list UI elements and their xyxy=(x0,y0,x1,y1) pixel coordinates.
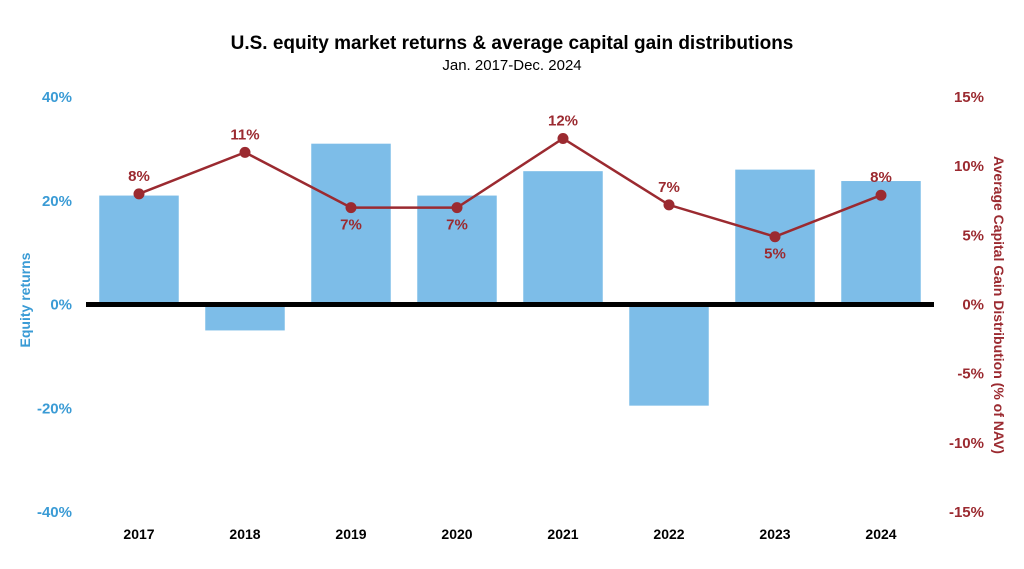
right-tick-label: -10% xyxy=(949,435,984,452)
distribution-point-2017 xyxy=(133,188,145,200)
left-axis-ticks: 40% 20% 0% -20% -40% xyxy=(37,89,72,521)
left-axis-label: Equity returns xyxy=(17,252,33,347)
left-tick-label: 40% xyxy=(42,89,72,106)
distribution-point-2024 xyxy=(875,189,887,201)
data-label-2021: 12% xyxy=(548,113,578,130)
left-tick-label: 0% xyxy=(50,297,72,314)
distribution-point-2021 xyxy=(557,133,569,144)
right-tick-label: 15% xyxy=(954,89,984,106)
chart-subtitle: Jan. 2017-Dec. 2024 xyxy=(442,57,581,74)
bar-group xyxy=(99,143,921,406)
right-axis-ticks: 15% 10% 5% 0% -5% -10% -15% xyxy=(949,89,984,521)
distribution-point-2023 xyxy=(769,231,781,243)
right-axis-label: Average Capital Gain Distribution (% of … xyxy=(991,156,1007,454)
distribution-point-2020 xyxy=(451,202,463,214)
chart-title: U.S. equity market returns & average cap… xyxy=(231,33,794,54)
bar-2024 xyxy=(841,181,921,305)
x-tick-label: 2017 xyxy=(123,526,154,542)
right-tick-label: -5% xyxy=(957,366,984,383)
bar-2020 xyxy=(417,195,497,305)
data-label-2024: 8% xyxy=(870,169,892,186)
data-label-2023: 5% xyxy=(764,246,786,263)
x-tick-label: 2020 xyxy=(441,526,472,542)
data-label-2018: 11% xyxy=(230,126,259,143)
right-tick-label: 0% xyxy=(962,297,984,314)
bar-2017 xyxy=(99,195,179,305)
distribution-line xyxy=(138,137,882,239)
distribution-point-2018 xyxy=(239,146,251,158)
data-label-2022: 7% xyxy=(658,179,680,196)
bar-2021 xyxy=(523,171,603,305)
x-tick-label: 2024 xyxy=(865,526,896,542)
right-tick-label: 5% xyxy=(962,227,984,244)
line-series-group: 8% 11% 7% 7% 12% 7% 5% 8% xyxy=(128,113,892,263)
data-label-2020: 7% xyxy=(446,217,468,234)
data-label-2017: 8% xyxy=(128,168,150,185)
left-tick-label: 20% xyxy=(42,193,72,210)
left-tick-label: -40% xyxy=(37,504,72,521)
distribution-point-2019 xyxy=(345,202,357,214)
data-label-2019: 7% xyxy=(340,217,362,234)
x-tick-label: 2019 xyxy=(335,526,366,542)
bar-2019 xyxy=(311,143,391,305)
x-tick-label: 2022 xyxy=(653,526,684,542)
x-axis-ticks: 2017 2018 2019 2020 2021 2022 2023 2024 xyxy=(123,526,896,542)
x-tick-label: 2021 xyxy=(547,526,578,542)
x-tick-label: 2018 xyxy=(229,526,260,542)
x-tick-label: 2023 xyxy=(759,526,790,542)
right-tick-label: 10% xyxy=(954,158,984,175)
right-tick-label: -15% xyxy=(949,504,984,521)
bar-2022 xyxy=(629,304,709,406)
distribution-point-2022 xyxy=(663,199,675,211)
left-tick-label: -20% xyxy=(37,400,72,417)
bar-2018 xyxy=(205,304,285,331)
